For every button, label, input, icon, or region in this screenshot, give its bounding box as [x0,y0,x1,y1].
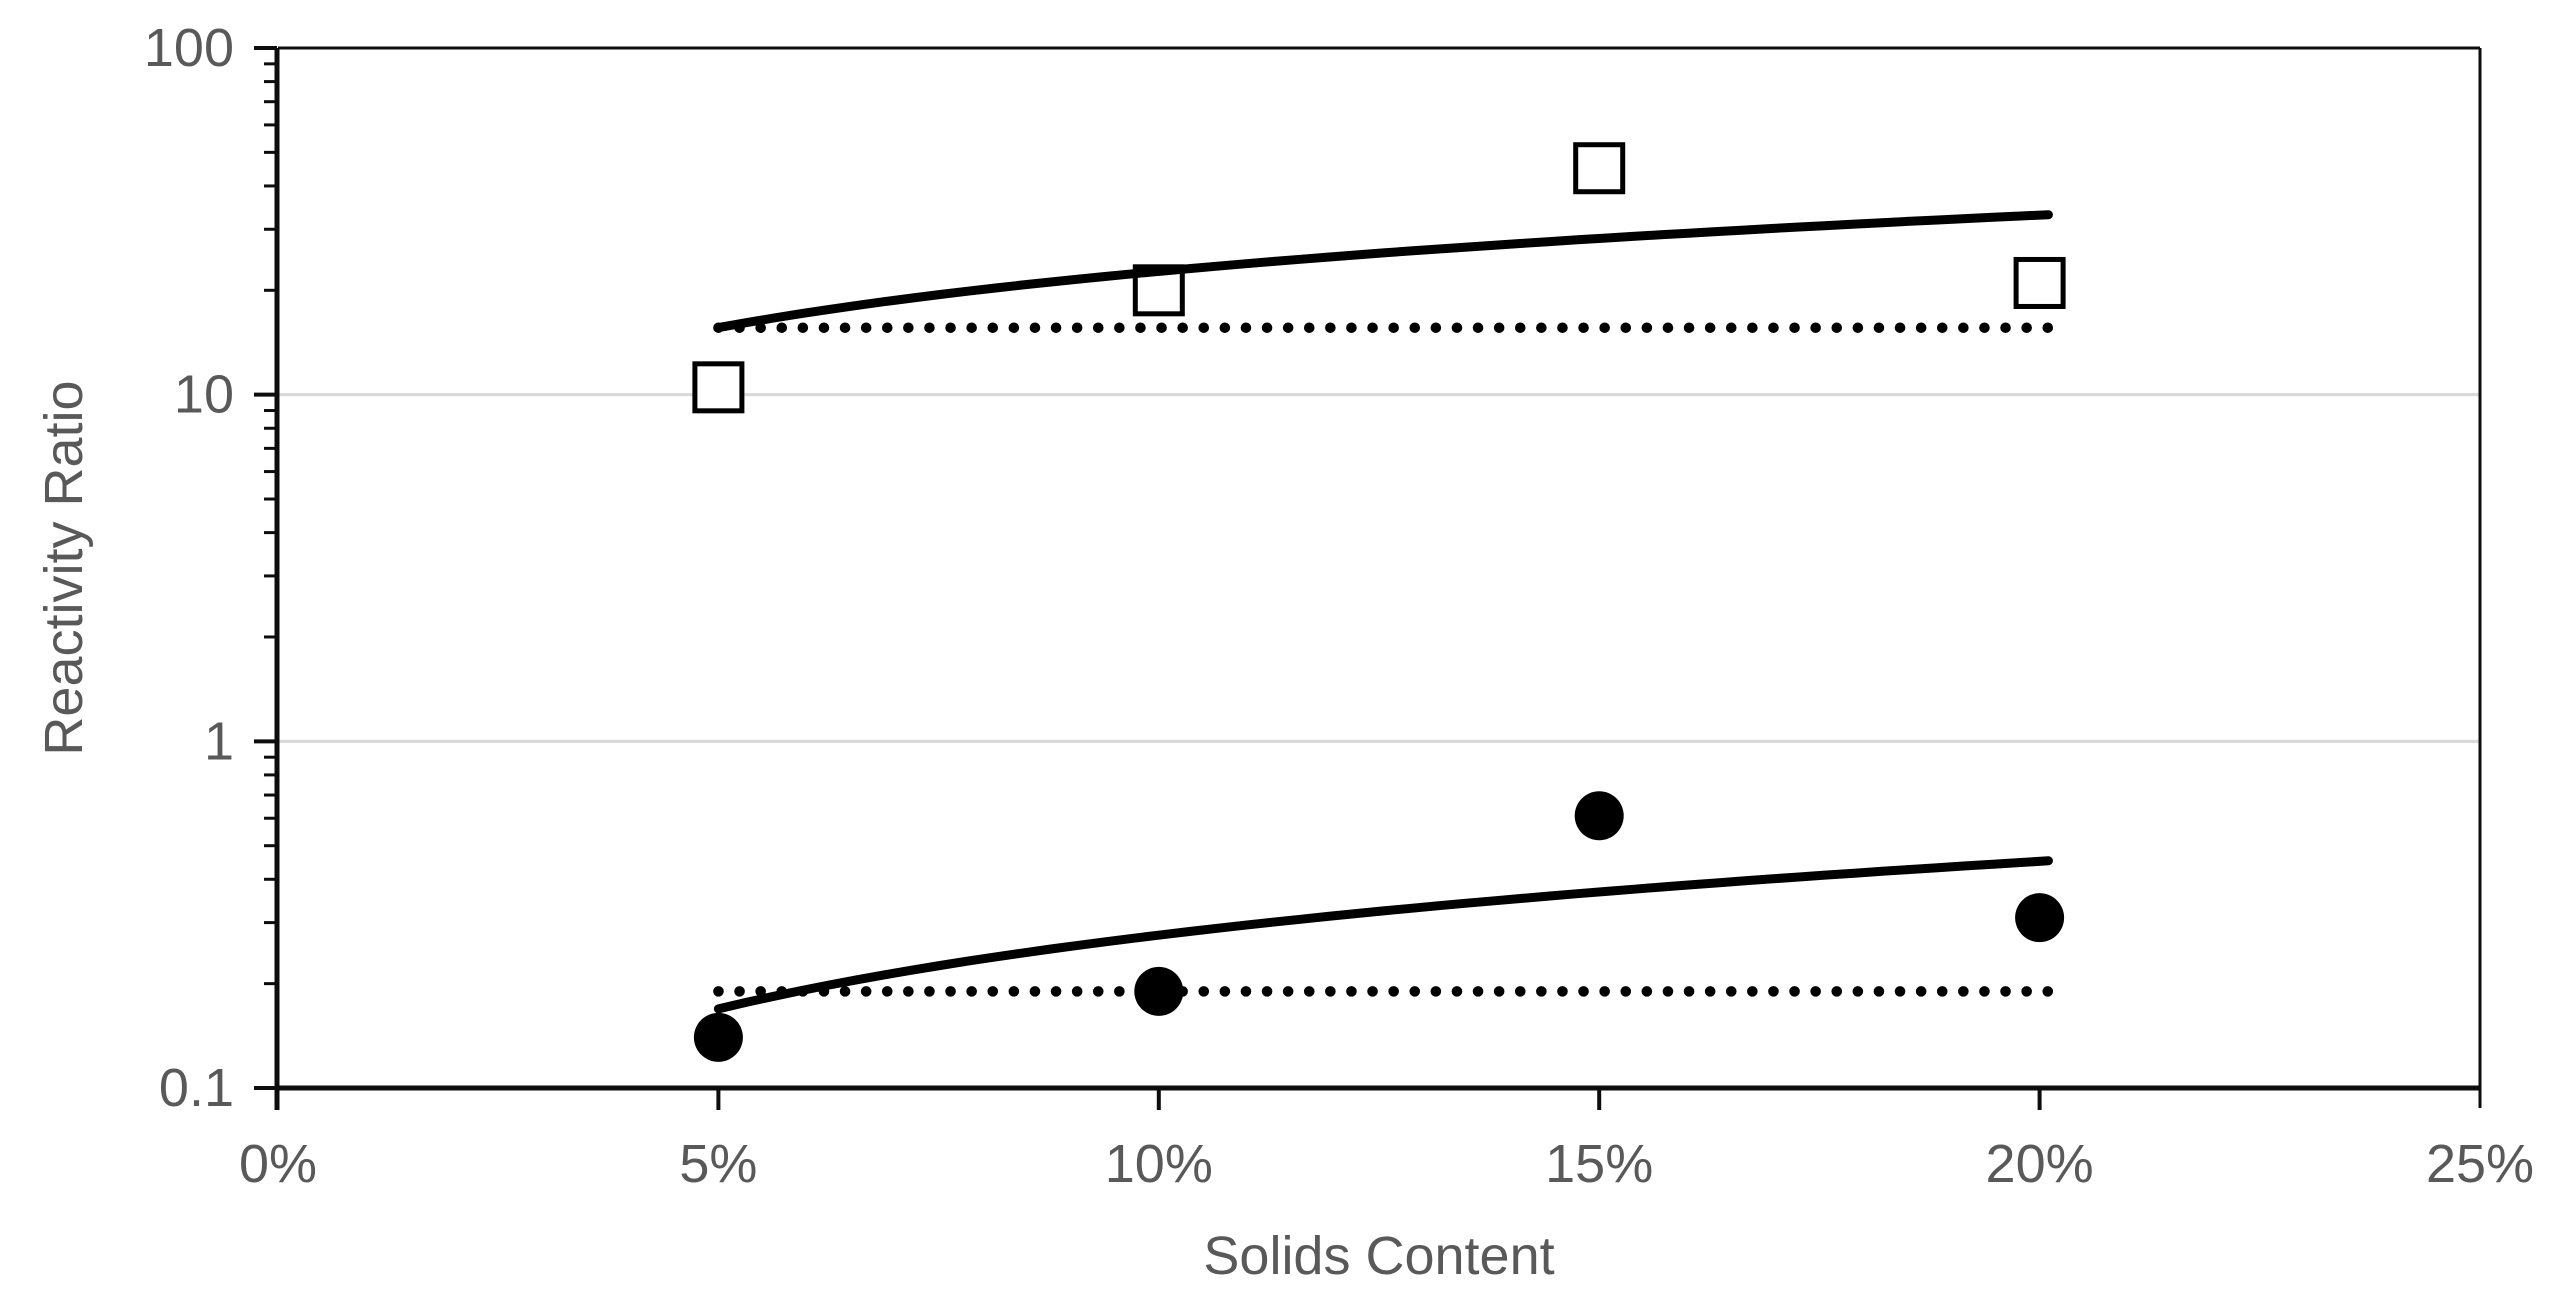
axes-layer [254,46,2482,1110]
x-tick-label: 20% [1986,1134,2094,1194]
solid-power-fit-line [713,210,2053,333]
tick-labels-layer: 100 10 1 0.10% 5% 10% 15% 20% 25% [144,18,2534,1194]
open-square-marker [692,361,745,414]
x-tick-label: 0% [239,1134,317,1194]
x-tick-label: 25% [2426,1134,2534,1194]
open-square-marker [1573,142,1626,195]
x-tick-label: 5% [679,1134,757,1194]
gridlines-layer [278,393,2480,743]
y-tick-label: 100 [144,18,234,78]
x-tick-label: 10% [1105,1134,1213,1194]
solid-power-fit-line [713,856,2053,1014]
x-axis-title: Solids Content [1203,1226,1554,1286]
data-markers-layer [692,142,2066,1062]
open-square-marker [2013,256,2066,309]
filled-circle-marker [2015,893,2065,943]
y-axis-title: Reactivity Ratio [34,380,94,755]
y-tick-label: 0.1 [159,1058,234,1118]
y-tick-label: 1 [204,711,234,771]
fit-lines-layer [713,210,2054,1014]
filled-circle-marker [1574,791,1624,841]
filled-circle-marker [693,1012,743,1062]
y-tick-label: 10 [174,365,234,425]
x-tick-label: 15% [1545,1134,1653,1194]
